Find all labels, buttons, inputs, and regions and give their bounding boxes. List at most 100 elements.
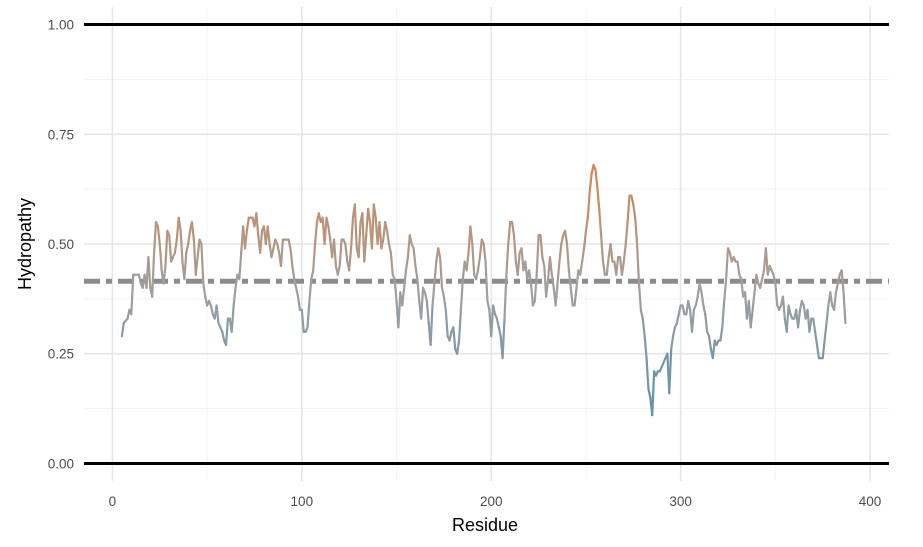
series-segment bbox=[378, 220, 383, 250]
series-segment bbox=[569, 286, 574, 307]
series-segment bbox=[420, 286, 425, 320]
series-segment bbox=[300, 308, 305, 333]
series-segment bbox=[774, 282, 779, 307]
series-segment bbox=[474, 269, 480, 281]
series-segment bbox=[332, 238, 338, 268]
series-segment bbox=[529, 282, 535, 307]
series-segment bbox=[495, 317, 500, 329]
series-segment bbox=[836, 273, 841, 285]
series-segment bbox=[581, 247, 586, 263]
series-segment bbox=[681, 304, 686, 316]
series-segment bbox=[725, 247, 730, 281]
series-segment bbox=[594, 168, 599, 189]
series-segment bbox=[412, 247, 417, 268]
series-segment bbox=[414, 264, 419, 281]
series-segment bbox=[291, 264, 296, 281]
series-segment bbox=[834, 282, 839, 294]
series-segment bbox=[459, 278, 464, 311]
series-segment bbox=[234, 273, 239, 289]
series-segment bbox=[177, 216, 182, 232]
series-segment bbox=[492, 304, 497, 316]
series-segment bbox=[168, 234, 173, 263]
series-segment bbox=[560, 234, 565, 246]
series-segment bbox=[675, 313, 680, 325]
series-segment bbox=[287, 238, 292, 250]
series-segment bbox=[385, 229, 391, 246]
series-segment bbox=[601, 260, 606, 276]
series-segment bbox=[179, 229, 184, 263]
series-segment bbox=[313, 220, 319, 246]
y-tick-label: 0.00 bbox=[48, 456, 74, 471]
series-segment bbox=[357, 220, 362, 259]
series-segment bbox=[245, 216, 250, 232]
series-segment bbox=[668, 348, 673, 395]
series-segment bbox=[554, 282, 559, 307]
series-segment bbox=[344, 242, 349, 263]
series-segment bbox=[598, 207, 603, 237]
series-segment bbox=[694, 295, 699, 307]
series-segment bbox=[255, 212, 260, 237]
series-segment bbox=[416, 278, 421, 303]
series-segment bbox=[423, 291, 428, 303]
series-segment bbox=[367, 207, 372, 224]
series-segment bbox=[503, 273, 508, 320]
series-segment bbox=[632, 203, 637, 219]
series-segment bbox=[651, 370, 656, 417]
series-segment bbox=[796, 308, 802, 329]
series-segment bbox=[478, 238, 483, 259]
series-segment bbox=[308, 278, 313, 303]
series-segment bbox=[584, 216, 589, 232]
series-segment bbox=[404, 256, 409, 272]
series-segment bbox=[808, 317, 813, 333]
x-axis-title: Residue bbox=[452, 515, 518, 535]
series-segment bbox=[380, 238, 385, 250]
series-segment bbox=[643, 335, 648, 360]
series-segment bbox=[190, 220, 195, 241]
series-segment bbox=[295, 286, 300, 298]
series-segment bbox=[465, 251, 470, 272]
series-segment bbox=[363, 234, 368, 263]
series-segment bbox=[266, 225, 271, 246]
series-segment bbox=[620, 260, 625, 276]
series-segment bbox=[634, 216, 639, 246]
hydropathy-series bbox=[120, 163, 847, 417]
series-segment bbox=[425, 299, 430, 325]
series-segment bbox=[647, 387, 652, 399]
series-segment bbox=[296, 295, 302, 311]
series-segment bbox=[821, 339, 826, 360]
series-segment bbox=[596, 185, 601, 210]
series-segment bbox=[564, 229, 569, 246]
series-segment bbox=[384, 220, 389, 232]
series-segment bbox=[238, 251, 243, 281]
series-segment bbox=[721, 299, 726, 329]
series-segment bbox=[306, 299, 311, 329]
series-segment bbox=[429, 304, 434, 347]
series-segment bbox=[202, 282, 207, 298]
series-segment bbox=[832, 291, 838, 311]
series-segment bbox=[187, 229, 192, 246]
series-segment bbox=[196, 238, 201, 259]
series-segment bbox=[501, 317, 506, 360]
series-segment bbox=[183, 251, 188, 281]
series-segment bbox=[484, 260, 489, 303]
y-axis-ticks: 0.00 0.25 0.50 0.75 1.00 bbox=[48, 18, 74, 472]
series-segment bbox=[440, 286, 445, 298]
series-segment bbox=[152, 220, 158, 254]
series-segment bbox=[639, 308, 644, 320]
series-segment bbox=[630, 194, 635, 206]
y-tick-label: 0.25 bbox=[48, 347, 74, 362]
series-segment bbox=[772, 273, 777, 285]
series-segment bbox=[147, 256, 152, 289]
series-segment bbox=[279, 238, 284, 268]
series-segment bbox=[812, 317, 817, 333]
series-segment bbox=[200, 242, 205, 285]
series-segment bbox=[516, 251, 521, 276]
series-segment bbox=[677, 304, 682, 316]
series-segment bbox=[539, 234, 544, 259]
series-segment bbox=[232, 286, 237, 307]
series-segment bbox=[558, 242, 563, 263]
series-segment bbox=[507, 220, 512, 246]
series-segment bbox=[548, 256, 553, 276]
series-segment bbox=[829, 291, 834, 307]
